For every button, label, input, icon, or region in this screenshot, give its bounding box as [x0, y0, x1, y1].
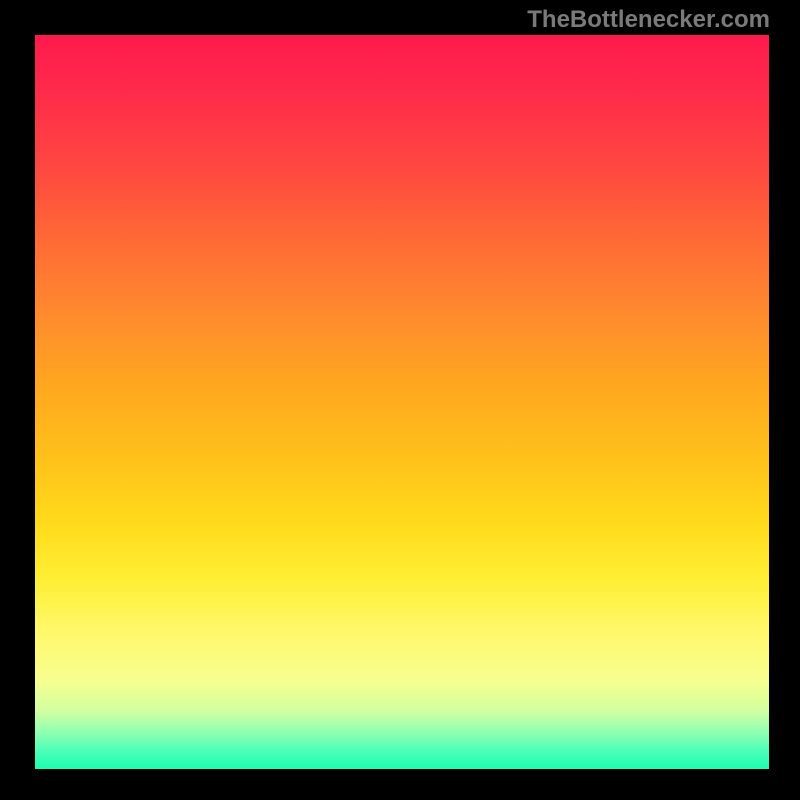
- plot-area: [35, 35, 769, 769]
- gradient-background: [35, 35, 769, 769]
- watermark-text: TheBottlenecker.com: [527, 6, 770, 34]
- chart-stage: TheBottlenecker.com: [0, 0, 800, 800]
